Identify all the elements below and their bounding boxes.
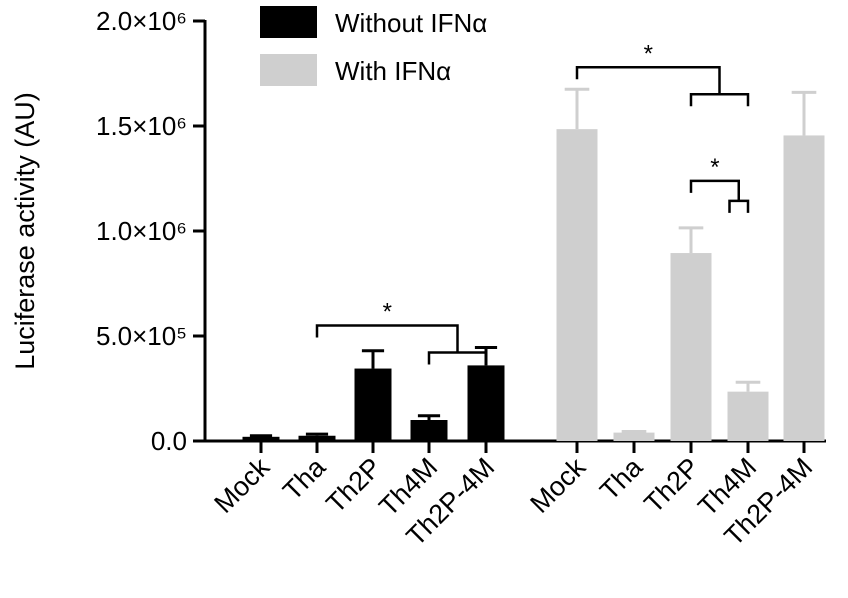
y-tick-label: 5.0×10⁵ — [96, 321, 187, 351]
legend-swatch — [260, 54, 317, 86]
axes: 0.0 5.0×10⁵ 1.0×10⁶ 1.5×10⁶ 2.0×10⁶ Luciferas… — [10, 6, 826, 456]
significance-bracket-inner — [728, 199, 750, 213]
significance-brackets: * * * — [315, 40, 750, 365]
legend-swatch — [260, 6, 317, 38]
significance-bracket — [689, 179, 740, 201]
bar — [298, 435, 336, 441]
bar — [467, 365, 505, 441]
bar — [670, 253, 712, 441]
y-tick-label: 0.0 — [151, 426, 187, 456]
category-label: Mock — [208, 452, 275, 519]
legend: Without IFNα With IFNα — [260, 6, 487, 86]
significance-bracket — [315, 324, 459, 353]
bar — [727, 391, 769, 441]
bar — [613, 432, 655, 441]
category-label: Mock — [524, 452, 591, 519]
bar — [783, 135, 825, 441]
significance-star: * — [644, 40, 653, 67]
significance-star: * — [710, 154, 719, 181]
bar — [242, 436, 280, 441]
bar — [410, 420, 448, 441]
y-tick-label: 1.5×10⁶ — [96, 111, 187, 141]
category-label: Th2P — [638, 452, 705, 519]
y-tick-label: 2.0×10⁶ — [96, 6, 187, 36]
y-tick-label: 1.0×10⁶ — [96, 216, 187, 246]
significance-bracket-inner — [689, 93, 750, 107]
bar — [556, 129, 598, 441]
y-axis-title: Luciferase activity (AU) — [10, 92, 40, 370]
bar — [354, 368, 392, 441]
significance-star: * — [383, 299, 392, 326]
error-bars — [249, 87, 817, 438]
legend-label: Without IFNα — [335, 8, 487, 38]
significance-bracket — [575, 66, 721, 95]
bars — [242, 129, 825, 441]
legend-label: With IFNα — [335, 56, 451, 86]
significance-bracket-inner — [427, 351, 488, 365]
category-label: Th2P — [320, 452, 387, 519]
